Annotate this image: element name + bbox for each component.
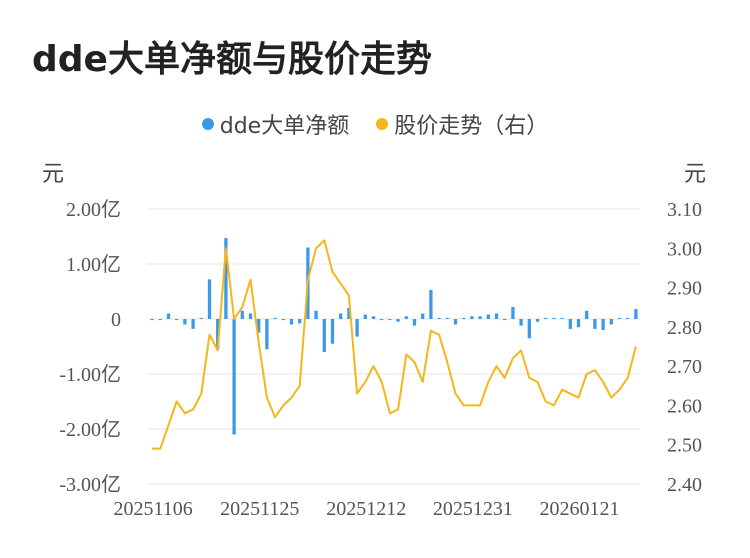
left-tick-label: 2.00亿	[66, 198, 121, 221]
bar	[617, 317, 622, 319]
legend-dot-dde	[201, 118, 214, 130]
right-tick-label: 3.10	[667, 199, 702, 221]
right-tick-label: 2.60	[667, 395, 702, 417]
bar	[535, 319, 540, 322]
bar	[224, 238, 228, 319]
bar	[560, 317, 564, 319]
bar	[503, 319, 507, 321]
bar	[519, 319, 523, 326]
left-axis-unit: 元	[42, 162, 65, 187]
bar	[544, 317, 548, 319]
x-axis-ticks: 20251106 20251125 20251212 20251231 20260121	[113, 498, 619, 520]
bar	[273, 317, 277, 319]
bar	[183, 319, 187, 325]
legend: dde大单净额 股价走势（右）	[0, 108, 750, 140]
bar	[158, 319, 162, 321]
bar	[388, 319, 392, 321]
bar	[527, 319, 531, 339]
bar	[322, 319, 326, 352]
bar	[371, 316, 376, 319]
legend-item-price[interactable]: 股价走势（右）	[376, 108, 548, 140]
x-tick-label: 20251125	[220, 498, 299, 520]
right-tick-label: 2.50	[667, 435, 702, 457]
right-tick-label: 3.00	[667, 238, 702, 260]
bar	[330, 319, 335, 344]
bar	[576, 319, 581, 328]
bar	[248, 313, 253, 319]
bar	[437, 317, 441, 319]
bar	[265, 319, 269, 350]
bar	[339, 313, 343, 319]
legend-label-dde: dde大单净额	[219, 114, 350, 139]
right-tick-label: 2.80	[667, 317, 702, 339]
bar	[199, 317, 203, 319]
bar	[470, 316, 474, 319]
bar	[289, 319, 294, 325]
bar	[314, 310, 318, 319]
bar	[429, 289, 433, 319]
legend-item-dde[interactable]: dde大单净额	[201, 108, 350, 140]
bar	[445, 317, 449, 319]
bar	[240, 310, 244, 319]
left-tick-label: -2.00亿	[59, 418, 121, 441]
x-tick-label: 20260121	[540, 498, 620, 520]
bar	[593, 319, 597, 329]
x-tick-label: 20251212	[326, 498, 406, 520]
chart-title: dde大单净额与股价走势	[32, 39, 432, 80]
bar	[568, 319, 572, 329]
bar	[355, 319, 359, 337]
bar	[363, 314, 367, 319]
legend-dot-price	[376, 118, 389, 130]
bar	[634, 309, 638, 319]
bar	[191, 319, 195, 329]
right-tick-label: 2.90	[667, 278, 702, 300]
left-tick-label: -1.00亿	[59, 363, 121, 386]
gridlines	[148, 208, 640, 485]
line-series	[152, 239, 637, 450]
bar	[347, 308, 351, 319]
bar	[412, 319, 417, 326]
x-tick-label: 20251231	[433, 498, 513, 520]
right-tick-label: 2.40	[667, 474, 702, 496]
right-tick-label: 2.70	[667, 356, 702, 378]
bar	[609, 319, 613, 325]
bar	[404, 316, 408, 319]
bar	[552, 317, 556, 319]
bar	[478, 316, 482, 319]
bar	[150, 319, 154, 321]
bar	[257, 319, 261, 333]
left-axis-ticks: 2.00亿 1.00亿 0 -1.00亿 -2.00亿 -3.00亿	[59, 198, 121, 496]
price-line	[152, 239, 637, 450]
bar	[511, 306, 515, 319]
bar	[462, 317, 466, 319]
bar	[626, 317, 630, 319]
right-axis-unit: 元	[684, 162, 707, 187]
bar	[486, 314, 490, 319]
bar	[166, 313, 171, 319]
bar-series	[150, 238, 638, 435]
bar	[281, 319, 285, 321]
left-tick-label: 0	[111, 309, 121, 331]
x-tick-label: 20251106	[113, 498, 192, 520]
left-tick-label: 1.00亿	[66, 253, 121, 276]
bar	[421, 313, 425, 319]
legend-label-price: 股价走势（右）	[394, 114, 549, 139]
bar	[216, 319, 220, 350]
bar	[380, 319, 384, 321]
bar	[585, 310, 589, 319]
bar	[601, 319, 605, 330]
bar	[396, 319, 400, 322]
bar	[298, 319, 302, 324]
bar	[232, 319, 236, 435]
bar	[175, 319, 179, 321]
bar	[494, 313, 499, 319]
right-axis-ticks: 3.10 3.00 2.90 2.80 2.70 2.60 2.50 2.40	[667, 199, 702, 496]
bar	[453, 319, 458, 325]
bar	[207, 279, 212, 319]
left-tick-label: -3.00亿	[59, 473, 121, 496]
